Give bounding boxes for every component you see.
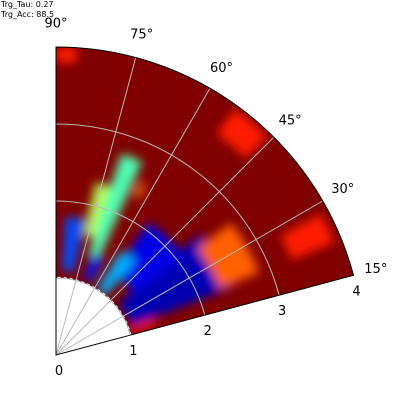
theta-tick-label: 45° [279,113,302,128]
sector-outline [55,46,355,356]
r-tick-label: 2 [204,324,212,339]
r-gridline-3 [55,123,280,296]
r-tick-label: 3 [278,304,286,319]
polar-grid [55,57,323,356]
heat-region-5 [88,153,143,261]
heat-region-1 [113,222,184,294]
theta-tick-label: 30° [331,182,354,197]
heat-region-8 [83,182,111,238]
heat-region-2 [96,250,136,297]
trg-tau-label: Trg_Tau: 0.27 [1,0,54,9]
r-gridline-1 [55,277,131,336]
trg-acc-label: Trg_Acc: 88.5 [1,10,55,19]
r-tick-label: 0 [55,364,63,379]
heat-region-11 [280,214,335,260]
theta-tick-label: 90° [44,16,67,31]
tick-labels: 15° 30° 45° 60° 75° 90° 0 1 2 3 4 [44,16,387,379]
theta-tick-label: 15° [364,262,387,277]
heat-region-7 [61,216,85,273]
heat-region-9 [133,181,147,199]
r-tick-label: 1 [129,344,137,359]
heat-region-4 [128,319,156,334]
heat-region-12 [56,47,78,64]
heat-region-10 [216,108,268,159]
theta-tick-label: 60° [210,61,233,76]
heat-region-6 [83,253,104,283]
theta-tick-label: 75° [130,28,153,43]
r-tick-label: 4 [352,284,360,299]
r-gridline-2 [55,200,206,316]
